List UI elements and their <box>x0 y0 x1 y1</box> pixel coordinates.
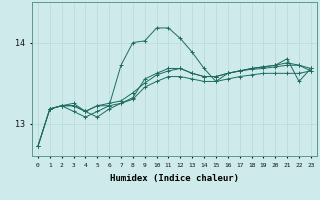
X-axis label: Humidex (Indice chaleur): Humidex (Indice chaleur) <box>110 174 239 183</box>
